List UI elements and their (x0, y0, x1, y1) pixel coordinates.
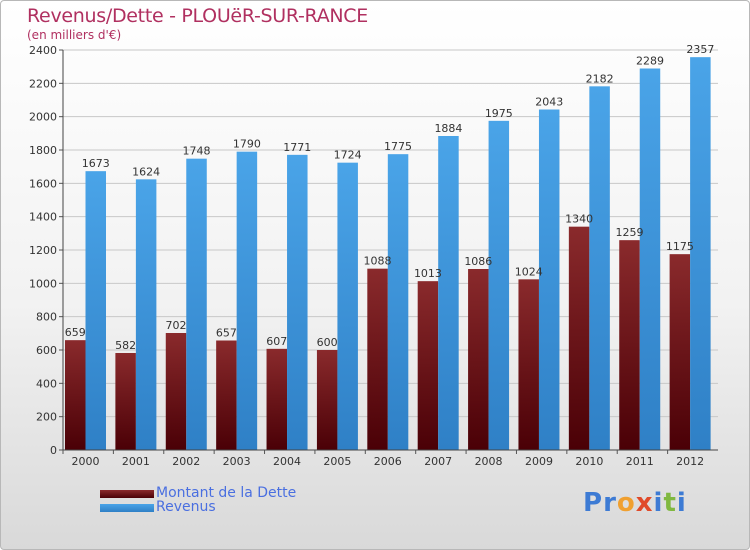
data-label-revenus: 1975 (485, 107, 513, 120)
y-tick-label: 400 (36, 377, 57, 390)
bar-revenus (337, 162, 358, 450)
data-label-revenus: 2289 (636, 55, 664, 68)
bar-dette (115, 353, 136, 450)
logo-letter: t (663, 488, 677, 518)
bar-dette (316, 350, 338, 450)
y-tick-label: 1800 (29, 144, 57, 157)
x-tick-label: 2008 (475, 455, 503, 468)
y-tick-label: 2200 (29, 77, 57, 90)
x-tick-label: 2007 (424, 455, 452, 468)
data-label-revenus: 2182 (586, 72, 614, 85)
y-tick-label: 0 (50, 444, 57, 457)
data-label-dette: 659 (65, 326, 86, 339)
data-label-revenus: 1673 (82, 157, 110, 170)
y-tick-label: 800 (36, 311, 57, 324)
y-tick-label: 2000 (29, 111, 57, 124)
y-tick-label: 1400 (29, 211, 57, 224)
data-label-dette: 1340 (565, 213, 593, 226)
data-label-revenus: 1624 (132, 165, 160, 178)
data-label-revenus: 1775 (384, 140, 412, 153)
bar-revenus (589, 86, 610, 450)
data-label-dette: 1259 (615, 226, 643, 239)
data-label-dette: 1086 (464, 255, 492, 268)
data-label-dette: 1024 (515, 265, 543, 278)
bar-revenus (690, 57, 711, 451)
data-label-dette: 582 (115, 339, 136, 352)
logo-letter: P (583, 488, 604, 518)
logo-letter: o (616, 488, 636, 518)
data-label-dette: 657 (216, 327, 237, 340)
x-tick-label: 2003 (223, 455, 251, 468)
y-tick-label: 600 (36, 344, 57, 357)
data-label-revenus: 1724 (334, 149, 362, 162)
legend-label-dette: Montant de la Dette (156, 485, 297, 501)
bar-revenus (538, 109, 560, 450)
y-tick-label: 2400 (29, 44, 57, 57)
data-label-dette: 702 (166, 319, 187, 332)
bar-dette (417, 281, 439, 450)
data-label-revenus: 1771 (283, 141, 311, 154)
data-label-dette: 1175 (666, 240, 694, 253)
bar-revenus (135, 179, 157, 451)
data-label-dette: 1088 (364, 255, 392, 268)
bar-revenus (85, 171, 106, 450)
y-tick-label: 1000 (29, 277, 57, 290)
data-label-dette: 1013 (414, 267, 442, 280)
data-label-revenus: 2043 (535, 96, 563, 109)
data-label-revenus: 1790 (233, 138, 261, 151)
legend-swatch-dette (100, 490, 154, 498)
y-tick-label: 1600 (29, 177, 57, 190)
data-label-revenus: 1884 (434, 122, 462, 135)
bar-dette (468, 269, 489, 450)
bar-dette (216, 340, 237, 450)
bar-revenus (639, 68, 661, 450)
logo-letter: i (676, 488, 687, 518)
bar-dette (568, 226, 590, 450)
chart-subtitle: (en milliers d'€) (27, 28, 122, 42)
data-label-dette: 600 (317, 336, 338, 349)
bar-dette (619, 240, 640, 450)
y-tick-label: 200 (36, 411, 57, 424)
logo-letter: r (603, 488, 617, 518)
bar-revenus (287, 154, 308, 451)
chart-title: Revenus/Dette - PLOUëR-SUR-RANCE (27, 5, 368, 27)
data-label-dette: 607 (266, 335, 287, 348)
x-tick-label: 2009 (525, 455, 553, 468)
x-tick-label: 2011 (626, 455, 654, 468)
x-tick-label: 2000 (72, 455, 100, 468)
bar-revenus (186, 158, 207, 450)
x-tick-label: 2001 (122, 455, 150, 468)
x-tick-label: 2005 (323, 455, 351, 468)
data-label-revenus: 1748 (183, 145, 211, 158)
bar-dette (165, 333, 187, 450)
y-tick-label: 1200 (29, 244, 57, 257)
bar-dette (266, 348, 288, 450)
x-tick-label: 2004 (273, 455, 301, 468)
x-tick-label: 2002 (172, 455, 200, 468)
bar-dette (518, 279, 539, 450)
legend-swatch-revenus (100, 504, 154, 512)
bar-dette (65, 340, 86, 450)
logo-letter: x (635, 488, 654, 518)
bar-revenus (488, 120, 510, 450)
logo-letter: i (653, 488, 664, 518)
bar-dette (669, 254, 691, 450)
x-tick-label: 2010 (575, 455, 603, 468)
legend-label-revenus: Revenus (156, 499, 216, 515)
bar-revenus (387, 154, 409, 450)
proxiti-logo: Proxiti (583, 488, 687, 518)
x-tick-label: 2012 (676, 455, 704, 468)
bar-revenus (236, 151, 258, 450)
data-label-revenus: 2357 (686, 43, 714, 56)
x-tick-label: 2006 (374, 455, 402, 468)
bar-dette (367, 268, 388, 450)
bar-revenus (438, 136, 459, 450)
